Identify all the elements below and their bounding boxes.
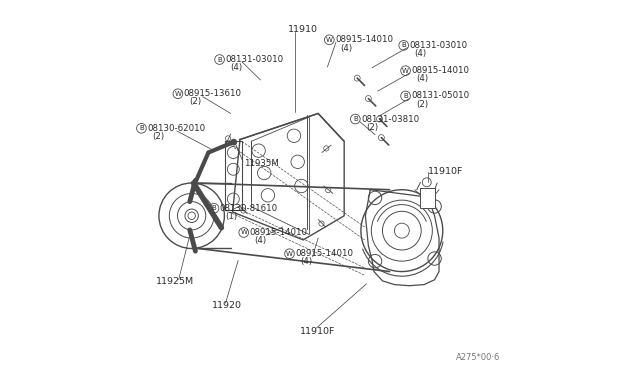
Text: 08915-14010: 08915-14010: [411, 66, 469, 75]
Text: (2): (2): [366, 123, 378, 132]
Text: 11910: 11910: [289, 25, 318, 34]
Text: W: W: [402, 68, 409, 74]
Text: (4): (4): [301, 257, 313, 266]
Text: 11910F: 11910F: [428, 167, 463, 176]
Text: B: B: [403, 93, 408, 99]
Text: (2): (2): [152, 132, 164, 141]
Circle shape: [231, 139, 237, 145]
Text: 08915-14010: 08915-14010: [296, 249, 353, 258]
Text: 08130-62010: 08130-62010: [147, 124, 205, 133]
Text: 08130-81610: 08130-81610: [220, 204, 278, 213]
Text: (2): (2): [189, 97, 201, 106]
Text: 11935M: 11935M: [244, 159, 278, 168]
Text: 11910F: 11910F: [300, 327, 335, 336]
Bar: [420, 188, 435, 208]
Text: (4): (4): [340, 44, 353, 53]
Text: 08915-13610: 08915-13610: [184, 89, 242, 98]
Text: A275*00·6: A275*00·6: [456, 353, 500, 362]
Text: W: W: [286, 251, 293, 257]
Text: B: B: [139, 125, 144, 131]
Text: (4): (4): [255, 236, 267, 245]
Text: (2): (2): [417, 100, 428, 109]
Text: (4): (4): [415, 49, 427, 58]
Text: (1): (1): [225, 212, 237, 221]
Text: 11920: 11920: [212, 301, 242, 310]
Text: B: B: [353, 116, 358, 122]
Text: W: W: [240, 230, 247, 235]
Text: 08131-05010: 08131-05010: [411, 92, 469, 100]
Text: 08131-03010: 08131-03010: [225, 55, 284, 64]
Text: W: W: [175, 91, 181, 97]
Text: 08131-03810: 08131-03810: [361, 115, 419, 124]
Text: (4): (4): [417, 74, 428, 83]
Text: 11925M: 11925M: [156, 278, 194, 286]
Text: B: B: [217, 57, 222, 62]
Text: B: B: [401, 42, 406, 48]
Text: 08915-14010: 08915-14010: [250, 228, 307, 237]
Text: B: B: [212, 205, 216, 211]
Text: (4): (4): [231, 63, 243, 72]
Text: W: W: [326, 37, 333, 43]
Text: 08915-14010: 08915-14010: [335, 35, 393, 44]
Text: 08131-03010: 08131-03010: [410, 41, 467, 50]
